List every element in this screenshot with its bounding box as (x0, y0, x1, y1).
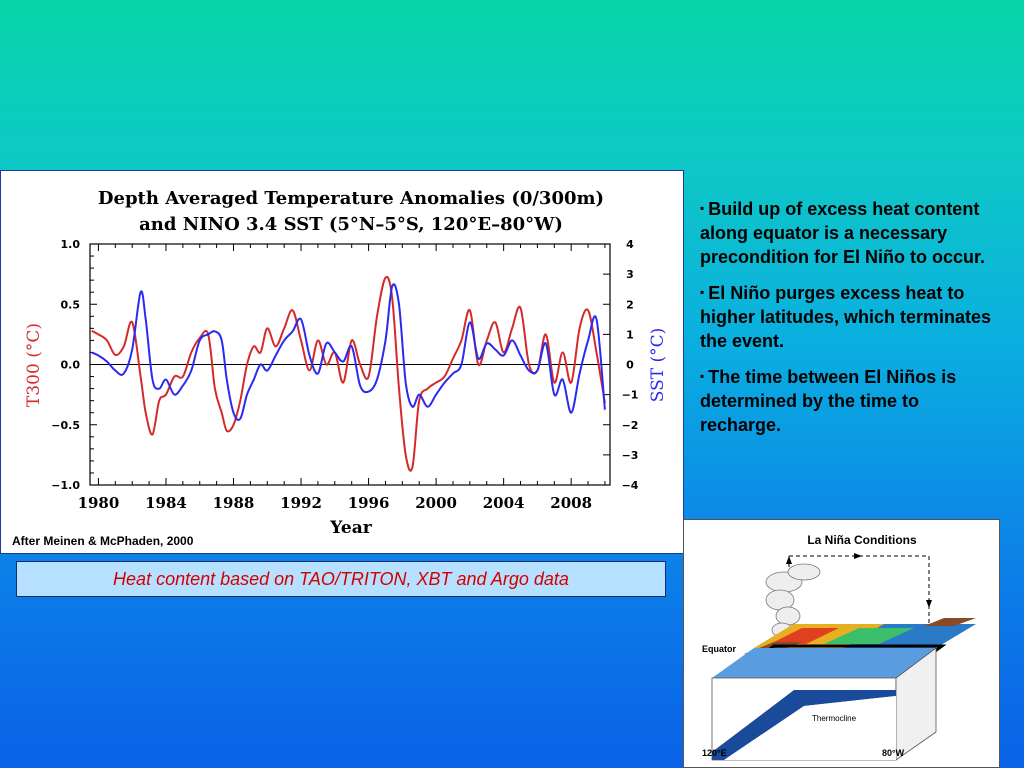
bullet-item: ▪ El Niño purges excess heat to higher la… (700, 280, 1000, 353)
y-right-tick-label: −3 (622, 449, 639, 462)
bullet-text: Build up of excess heat content along eq… (700, 199, 986, 267)
y-left-tick-label: −1.0 (51, 479, 80, 492)
bullet-marker-icon: ▪ (700, 201, 705, 215)
sst-series-line (91, 283, 606, 421)
diagram-title: La Niña Conditions (807, 533, 917, 547)
y-left-tick-label: 0.0 (61, 359, 81, 372)
bullet-list: ▪ Build up of excess heat content along e… (700, 196, 1000, 448)
bullet-item: ▪ The time between El Niños is determined… (700, 364, 1000, 437)
equator-label: Equator (702, 644, 736, 654)
y-left-tick-label: 0.5 (61, 298, 81, 311)
y-left-tick-label: 1.0 (61, 238, 81, 251)
chart-subtitle: and NINO 3.4 SST (5°N–5°S, 120°E–80°W) (139, 214, 563, 235)
caption-text: Heat content based on TAO/TRITON, XBT an… (113, 569, 569, 589)
bullet-marker-icon: ▪ (700, 285, 705, 299)
x-tick-label: 1984 (145, 494, 187, 512)
walker-circulation-arrows (786, 553, 932, 628)
bullet-item: ▪ Build up of excess heat content along e… (700, 196, 1000, 269)
bullet-marker-icon: ▪ (700, 369, 705, 383)
caption-box: Heat content based on TAO/TRITON, XBT an… (16, 561, 666, 597)
t300-series-line (91, 275, 606, 472)
y-axis-right-label: SST (°C) (648, 328, 668, 403)
x-tick-label: 1980 (78, 494, 120, 512)
convection-cloud-icon (765, 563, 821, 638)
y-left-tick-label: −0.5 (51, 419, 80, 432)
chart-title: Depth Averaged Temperature Anomalies (0/… (98, 188, 604, 209)
y-axis-left: −1.0 −0.5 0.0 0.5 1.0 (51, 238, 97, 492)
x-axis: 1980 1984 1988 1992 1996 2000 2004 2008 (78, 244, 606, 512)
y-right-tick-label: −1 (622, 389, 639, 402)
ocean-surface (744, 618, 976, 654)
y-right-tick-label: −4 (622, 479, 639, 492)
y-right-tick-label: 3 (626, 268, 634, 281)
x-tick-label: 2000 (415, 494, 457, 512)
longitude-80w-label: 80°W (882, 748, 905, 758)
bullet-text: The time between El Niños is determined … (700, 367, 957, 435)
thermocline-label: Thermocline (812, 714, 857, 723)
la-nina-diagram: La Niña Conditions (702, 533, 976, 761)
y-right-tick-label: 1 (626, 328, 634, 341)
x-axis-label: Year (329, 518, 372, 538)
la-nina-diagram-panel: La Niña Conditions (683, 519, 1000, 768)
y-axis-left-label: T300 (°C) (24, 323, 44, 407)
x-tick-label: 1996 (348, 494, 390, 512)
plot-frame (89, 243, 611, 486)
x-tick-label: 1988 (213, 494, 255, 512)
x-tick-label: 2008 (550, 494, 592, 512)
longitude-120e-label: 120°E (702, 748, 727, 758)
x-tick-label: 1992 (280, 494, 322, 512)
series-layer (91, 275, 606, 472)
y-right-tick-label: −2 (622, 419, 639, 432)
source-credit: After Meinen & McPhaden, 2000 (12, 534, 194, 548)
temperature-anomaly-chart: Depth Averaged Temperature Anomalies (0/… (24, 188, 668, 538)
chart-panel: Depth Averaged Temperature Anomalies (0/… (0, 170, 684, 554)
x-tick-label: 2004 (483, 494, 525, 512)
y-axis-right: −4 −3 −2 −1 0 1 2 3 4 (603, 238, 639, 492)
y-right-tick-label: 2 (626, 298, 634, 311)
y-right-tick-label: 0 (626, 359, 634, 372)
bullet-text: El Niño purges excess heat to higher lat… (700, 283, 992, 351)
y-right-tick-label: 4 (626, 238, 634, 251)
ocean-box (711, 647, 937, 761)
